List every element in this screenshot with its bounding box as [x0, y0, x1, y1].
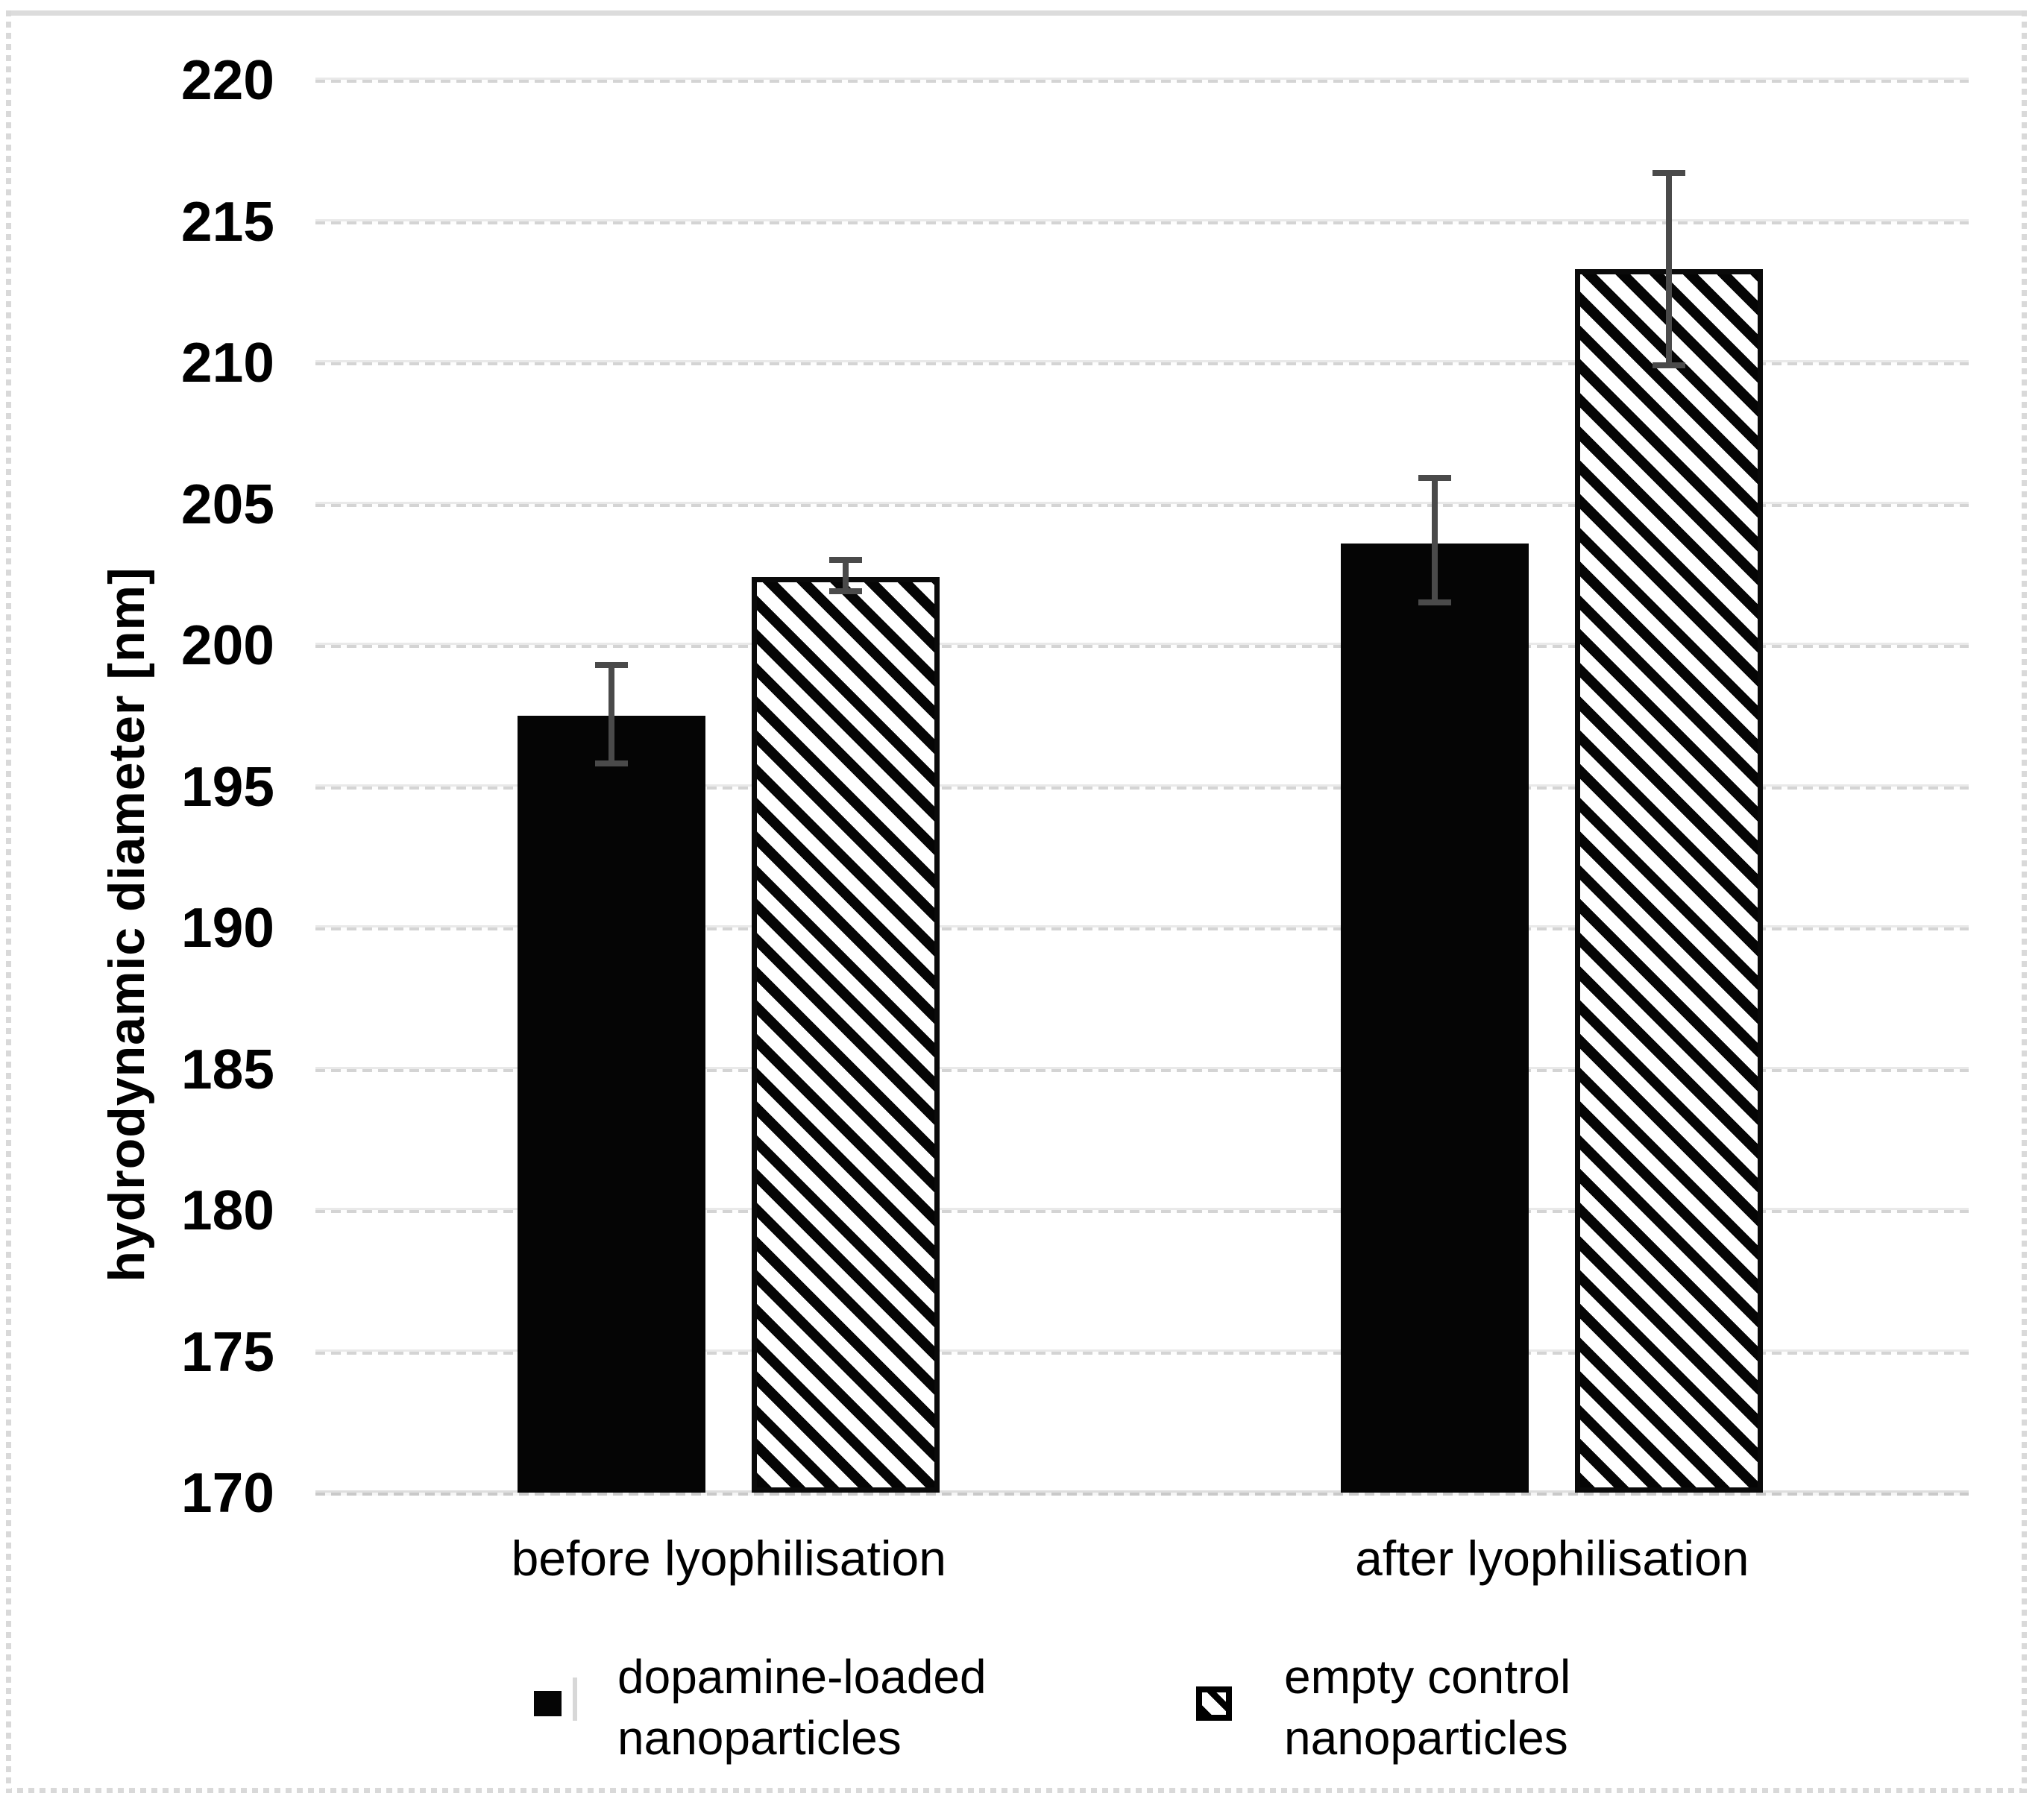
figure-border-right [2022, 10, 2027, 1793]
error-bar-empty-control-0 [843, 560, 849, 591]
error-bar-cap-bottom [595, 760, 629, 767]
error-bar-cap-bottom [1418, 599, 1452, 606]
gridline-210 [315, 360, 1969, 365]
y-tick-label-220: 220 [180, 48, 274, 111]
y-tick-label-190: 190 [180, 896, 274, 959]
legend-label-dopamine-line2: nanoparticles [617, 1711, 902, 1765]
legend-label-empty-control: empty control nanoparticles [1284, 1646, 1570, 1768]
y-tick-label-210: 210 [180, 331, 274, 394]
legend-marker-empty-control-icon [1196, 1686, 1232, 1721]
y-tick-label-185: 185 [180, 1037, 274, 1100]
legend-divider-line [573, 1678, 577, 1721]
gridline-220 [315, 78, 1969, 83]
error-bar-empty-control-1 [1666, 173, 1673, 365]
gridline-170 [315, 1490, 1969, 1496]
gridline-215 [315, 218, 1969, 224]
error-bar-cap-top [1418, 475, 1452, 482]
y-tick-label-195: 195 [180, 755, 274, 818]
error-bar-cap-bottom [1653, 362, 1686, 368]
error-bar-cap-bottom [829, 588, 863, 594]
y-tick-label-180: 180 [180, 1179, 274, 1241]
x-category-label-0: before lyophilisation [511, 1531, 946, 1586]
gridline-175 [315, 1349, 1969, 1355]
bar-empty-control-1 [1575, 268, 1764, 1493]
gridline-205 [315, 501, 1969, 507]
legend-label-empty-control-line1: empty control [1284, 1650, 1571, 1704]
gridline-195 [315, 784, 1969, 790]
y-tick-label-170: 170 [180, 1461, 274, 1524]
y-tick-label-205: 205 [180, 472, 274, 535]
error-bar-dopamine-1 [1432, 478, 1438, 603]
figure-border-top [6, 10, 2024, 16]
gridline-200 [315, 643, 1969, 648]
legend-label-dopamine-line1: dopamine-loaded [617, 1650, 987, 1704]
legend-label-empty-control-line2: nanoparticles [1284, 1711, 1568, 1765]
error-bar-cap-top [829, 557, 863, 564]
bar-dopamine-1 [1341, 543, 1529, 1493]
bar-dopamine-0 [518, 715, 706, 1493]
y-tick-label-200: 200 [180, 614, 274, 676]
gridline-190 [315, 925, 1969, 930]
legend-label-dopamine: dopamine-loaded nanoparticles [617, 1646, 987, 1768]
error-bar-dopamine-0 [609, 664, 615, 764]
bar-empty-control-0 [752, 577, 940, 1493]
figure-border-left [6, 10, 11, 1793]
figure-border-bottom [6, 1788, 2024, 1793]
x-category-label-1: after lyophilisation [1355, 1531, 1749, 1586]
error-bar-cap-top [595, 661, 629, 668]
y-tick-label-215: 215 [180, 189, 274, 253]
y-tick-label-175: 175 [180, 1320, 274, 1383]
gridline-180 [315, 1208, 1969, 1213]
legend-marker-dopamine-icon [534, 1691, 562, 1716]
gridline-185 [315, 1066, 1969, 1072]
error-bar-cap-top [1653, 170, 1686, 177]
